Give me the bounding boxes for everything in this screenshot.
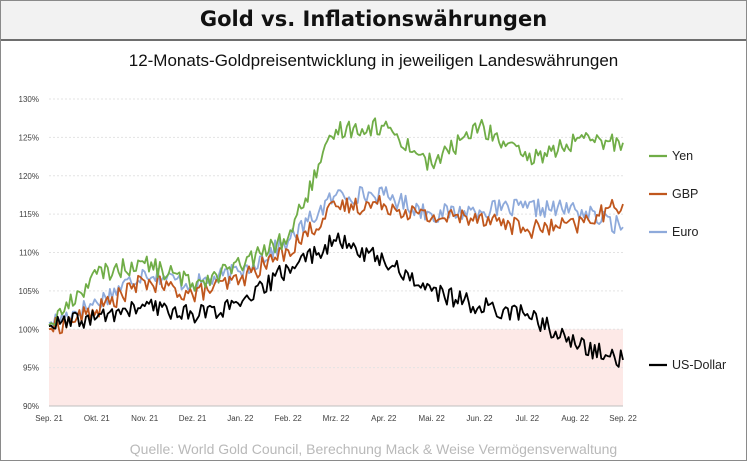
source-note: Quelle: World Gold Council, Berechnung M…: [129, 441, 618, 457]
x-tick-label: Dez. 21: [179, 414, 207, 423]
legend-label-euro: Euro: [672, 225, 698, 239]
x-tick-label: Mrz. 22: [323, 414, 350, 423]
title-banner: Gold vs. Inflationswährungen: [1, 1, 746, 41]
x-tick-label: Jun. 22: [466, 414, 493, 423]
x-tick-label: Aug. 22: [561, 414, 589, 423]
x-tick-label: Okt. 21: [84, 414, 110, 423]
x-tick-label: Nov. 21: [131, 414, 159, 423]
y-tick-label: 105%: [19, 287, 39, 296]
series-line-us-dollar: [48, 232, 624, 368]
x-tick-label: Apr. 22: [371, 414, 397, 423]
series-line-yen: [48, 117, 624, 327]
y-tick-label: 110%: [19, 249, 39, 258]
y-tick-label: 115%: [19, 210, 39, 219]
y-tick-label: 125%: [19, 133, 39, 142]
x-tick-label: Jan. 22: [227, 414, 254, 423]
y-tick-label: 95%: [23, 364, 39, 373]
series-line-gbp: [48, 195, 624, 335]
x-tick-label: Feb. 22: [275, 414, 303, 423]
chart-subtitle: 12-Monats-Goldpreisentwicklung in jeweil…: [128, 51, 619, 70]
series-line-euro: [48, 186, 624, 327]
below-100-band: [49, 329, 623, 406]
y-tick-label: 100%: [19, 325, 39, 334]
x-tick-label: Sep. 22: [609, 414, 637, 423]
x-tick-label: Sep. 21: [35, 414, 63, 423]
y-tick-label: 130%: [19, 95, 39, 104]
y-tick-label: 120%: [19, 172, 39, 181]
legend-label-gbp: GBP: [672, 187, 698, 201]
page-title: Gold vs. Inflationswährungen: [199, 7, 548, 31]
chart-plot-area: 90% 95% 100% 105% 110% 115% 120% 125% 130% Sep. …: [19, 95, 727, 423]
legend-label-yen: Yen: [672, 149, 693, 163]
y-tick-label: 90%: [23, 402, 39, 411]
x-tick-label: Mai. 22: [419, 414, 446, 423]
legend-label-us-dollar: US-Dollar: [672, 358, 726, 372]
x-tick-label: Jul. 22: [516, 414, 540, 423]
